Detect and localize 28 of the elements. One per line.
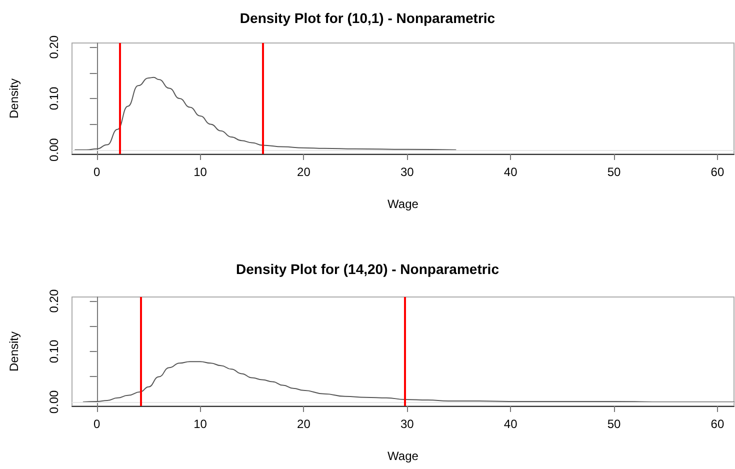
y-axis-title: Density: [7, 78, 21, 119]
x-axis-title: Wage: [388, 449, 419, 463]
x-tick-label: 30: [400, 165, 414, 179]
x-tick-label: 40: [504, 417, 518, 431]
x-tick-label: 10: [194, 165, 208, 179]
x-tick-label: 0: [93, 417, 100, 431]
x-tick-label: 50: [607, 165, 622, 179]
x-tick-label: 40: [504, 165, 518, 179]
x-tick-label: 50: [607, 417, 622, 431]
y-tick-label: 0.20: [47, 289, 61, 313]
y-tick-label: 0.10: [47, 340, 61, 364]
x-axis-title: Wage: [388, 197, 419, 211]
x-tick-label: 20: [297, 417, 311, 431]
line-series: [82, 361, 734, 402]
x-tick-label: 30: [400, 417, 414, 431]
x-tick-label: 20: [297, 165, 311, 179]
y-tick-label: 0.20: [47, 35, 61, 59]
x-tick-label: 10: [194, 417, 208, 431]
x-tick-label: 60: [710, 417, 724, 431]
chart-title: Density Plot for (14,20) - Nonparametric: [236, 261, 500, 277]
y-tick-label: 0.00: [47, 138, 61, 162]
x-tick-label: 0: [93, 165, 100, 179]
y-tick-label: 0.00: [47, 390, 61, 414]
y-axis-title: Density: [7, 331, 21, 372]
x-tick-label: 60: [710, 165, 724, 179]
line-series: [74, 76, 456, 150]
chart-title: Density Plot for (10,1) - Nonparametric: [240, 10, 496, 26]
y-tick-label: 0.10: [47, 86, 61, 110]
